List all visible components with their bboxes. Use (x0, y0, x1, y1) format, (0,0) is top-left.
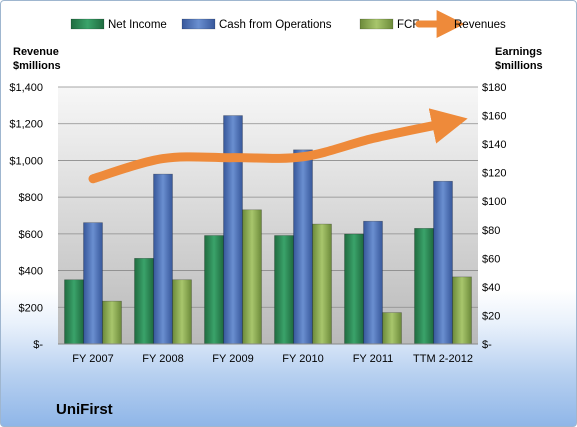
legend-swatch-fcf (359, 18, 394, 30)
right-tick-label: $180 (482, 82, 506, 94)
right-tick-label: $80 (482, 225, 500, 237)
legend-label-cash-from-operations: Cash from Operations (219, 19, 332, 31)
left-tick-label: $1,400 (9, 82, 43, 94)
right-tick-label: $20 (482, 310, 500, 322)
bar-cash-from-operations (363, 220, 383, 345)
bar-fcf (242, 209, 262, 345)
bar-net-income (344, 233, 364, 345)
bars (64, 115, 472, 345)
right-axis-title-line1: Earnings (495, 46, 542, 58)
bar-net-income (134, 258, 154, 345)
left-axis-title-line1: Revenue (13, 46, 59, 58)
right-axis-ticks: $- $20 $40 $60 $80 $100 $120 $140 $160 $180 (482, 82, 506, 351)
x-tick-label: FY 2011 (353, 353, 394, 365)
left-tick-label: $1,200 (9, 119, 43, 131)
x-tick-label: FY 2009 (212, 353, 253, 365)
legend: Net Income Cash from Operations FCF Revenue… (70, 10, 506, 38)
right-axis-title-line2: $millions (495, 60, 543, 72)
bar-net-income (64, 279, 84, 345)
left-tick-label: $800 (19, 192, 43, 204)
right-tick-label: $- (482, 339, 492, 351)
x-axis-ticks: FY 2007 FY 2008 FY 2009 FY 2010 FY 2011 TTM 2… (72, 353, 473, 365)
legend-label-net-income: Net Income (108, 19, 167, 31)
legend-swatch-cash-from-operations (181, 18, 216, 30)
right-tick-label: $40 (482, 282, 500, 294)
bar-cash-from-operations (83, 222, 103, 345)
x-tick-label: FY 2007 (72, 353, 113, 365)
bar-cash-from-operations (223, 115, 243, 345)
left-axis-title-line2: $millions (13, 60, 61, 72)
bar-net-income (204, 235, 224, 345)
legend-label-fcf: FCF (397, 19, 419, 31)
legend-swatch-net-income (70, 18, 105, 30)
bar-net-income (414, 228, 434, 345)
x-tick-label: FY 2008 (142, 353, 183, 365)
bar-fcf (312, 223, 332, 345)
left-axis-ticks: $- $200 $400 $600 $800 $1,000 $1,200 $1,400 (9, 82, 43, 351)
bar-net-income (274, 235, 294, 345)
left-tick-label: $200 (19, 302, 43, 314)
left-tick-label: $600 (19, 229, 43, 241)
left-tick-label: $- (33, 339, 43, 351)
bar-cash-from-operations (153, 173, 173, 345)
line-revenues (88, 108, 468, 184)
legend-label-revenues: Revenues (454, 19, 506, 31)
right-tick-label: $120 (482, 168, 506, 180)
x-tick-label: FY 2010 (282, 353, 323, 365)
company-name: UniFirst (56, 401, 113, 418)
right-tick-label: $140 (482, 139, 506, 151)
left-tick-label: $1,000 (9, 155, 43, 167)
bar-cash-from-operations (293, 149, 313, 345)
bar-cash-from-operations (433, 180, 453, 345)
bar-fcf (172, 279, 192, 345)
right-tick-label: $100 (482, 196, 506, 208)
bar-fcf (102, 300, 122, 345)
bar-fcf (452, 276, 472, 345)
right-tick-label: $160 (482, 111, 506, 123)
x-tick-label: TTM 2-2012 (413, 353, 473, 365)
left-tick-label: $400 (19, 266, 43, 278)
bar-fcf (382, 312, 402, 345)
revenue-line-layer (88, 108, 468, 184)
right-tick-label: $60 (482, 253, 500, 265)
